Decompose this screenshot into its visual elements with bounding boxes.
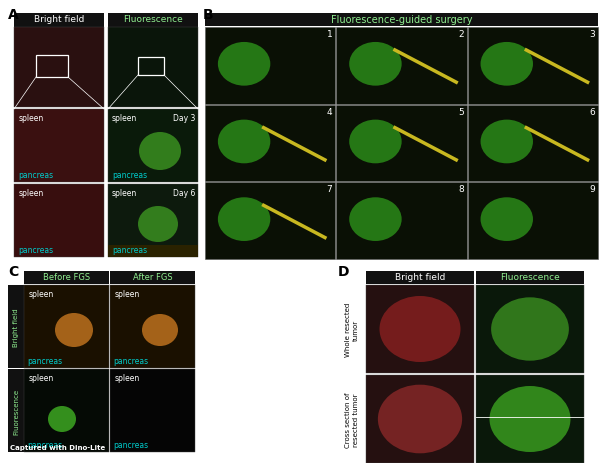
Bar (8, 285, 24, 368)
Bar (366, 375, 474, 463)
Bar (337, 183, 467, 259)
Ellipse shape (349, 120, 401, 164)
Text: pancreas: pancreas (112, 171, 147, 180)
Text: Whole resected
tumor: Whole resected tumor (346, 302, 359, 357)
Text: Bright field: Bright field (13, 307, 19, 346)
Bar (467, 183, 598, 259)
Bar (467, 28, 598, 105)
Text: 6: 6 (589, 107, 595, 116)
Bar (205, 183, 335, 259)
Ellipse shape (349, 43, 401, 87)
Bar (24, 369, 109, 452)
Bar (108, 14, 198, 28)
Text: Fluorescence-guided surgery: Fluorescence-guided surgery (331, 15, 472, 25)
Bar (205, 106, 335, 182)
Bar (476, 285, 584, 373)
Text: Day 3: Day 3 (173, 114, 195, 123)
Text: Bright field: Bright field (395, 272, 445, 282)
Bar (14, 28, 104, 108)
Text: 7: 7 (326, 185, 332, 194)
Text: pancreas: pancreas (27, 440, 62, 449)
Text: A: A (8, 8, 19, 22)
Bar (24, 285, 109, 368)
Ellipse shape (380, 296, 461, 362)
Text: spleen: spleen (115, 289, 140, 298)
Bar (108, 110, 198, 182)
Text: 8: 8 (458, 185, 464, 194)
Bar (366, 285, 474, 373)
Text: Fluorescence: Fluorescence (500, 272, 560, 282)
Ellipse shape (218, 198, 271, 242)
Text: D: D (338, 264, 349, 278)
Text: Fluorescence: Fluorescence (13, 388, 19, 434)
Text: spleen: spleen (29, 289, 54, 298)
Bar (205, 28, 335, 105)
Bar (205, 14, 598, 27)
Text: Cross section of
resected tumor: Cross section of resected tumor (346, 391, 359, 447)
Ellipse shape (55, 313, 93, 347)
Ellipse shape (139, 133, 181, 171)
Bar (338, 375, 366, 463)
Text: 4: 4 (327, 107, 332, 116)
Text: pancreas: pancreas (18, 171, 53, 180)
Text: After FGS: After FGS (133, 272, 172, 282)
Text: spleen: spleen (112, 188, 137, 198)
Bar (24, 271, 109, 284)
Bar (110, 271, 195, 284)
Text: pancreas: pancreas (18, 245, 53, 255)
Text: Before FGS: Before FGS (43, 272, 90, 282)
Text: 9: 9 (589, 185, 595, 194)
Bar (14, 185, 104, 257)
Bar (110, 369, 195, 452)
Text: Fluorescence: Fluorescence (123, 15, 183, 24)
Text: pancreas: pancreas (113, 440, 148, 449)
Text: pancreas: pancreas (112, 245, 147, 255)
Bar (476, 375, 584, 463)
Bar (138, 58, 164, 76)
Bar (108, 245, 198, 257)
Ellipse shape (490, 386, 571, 452)
Text: spleen: spleen (19, 188, 44, 198)
Bar (366, 271, 474, 284)
Bar (110, 285, 195, 368)
Text: spleen: spleen (112, 114, 137, 123)
Ellipse shape (481, 43, 533, 87)
Text: spleen: spleen (19, 114, 44, 123)
Ellipse shape (481, 198, 533, 242)
Text: B: B (203, 8, 214, 22)
Ellipse shape (138, 206, 178, 243)
Ellipse shape (48, 406, 76, 432)
Text: 2: 2 (458, 30, 464, 39)
Bar (108, 28, 198, 108)
Bar (14, 14, 104, 28)
Text: pancreas: pancreas (113, 356, 148, 365)
Text: 1: 1 (326, 30, 332, 39)
Bar (467, 106, 598, 182)
Ellipse shape (378, 385, 462, 453)
Bar (337, 106, 467, 182)
Text: Bright field: Bright field (34, 15, 84, 24)
Bar (476, 271, 584, 284)
Ellipse shape (349, 198, 401, 242)
Ellipse shape (481, 120, 533, 164)
Text: spleen: spleen (115, 373, 140, 382)
Bar (108, 185, 198, 257)
Ellipse shape (491, 298, 569, 361)
Text: C: C (8, 264, 18, 278)
Bar (8, 369, 24, 452)
Text: Day 6: Day 6 (173, 188, 195, 198)
Bar (338, 285, 366, 373)
Ellipse shape (218, 120, 271, 164)
Text: spleen: spleen (29, 373, 54, 382)
Text: 3: 3 (589, 30, 595, 39)
Ellipse shape (142, 314, 178, 346)
Text: 5: 5 (458, 107, 464, 116)
Bar (36, 56, 68, 78)
Text: pancreas: pancreas (27, 356, 62, 365)
Bar (14, 110, 104, 182)
Text: Captured with Dino-Lite: Captured with Dino-Lite (10, 444, 105, 450)
Bar (337, 28, 467, 105)
Ellipse shape (218, 43, 271, 87)
